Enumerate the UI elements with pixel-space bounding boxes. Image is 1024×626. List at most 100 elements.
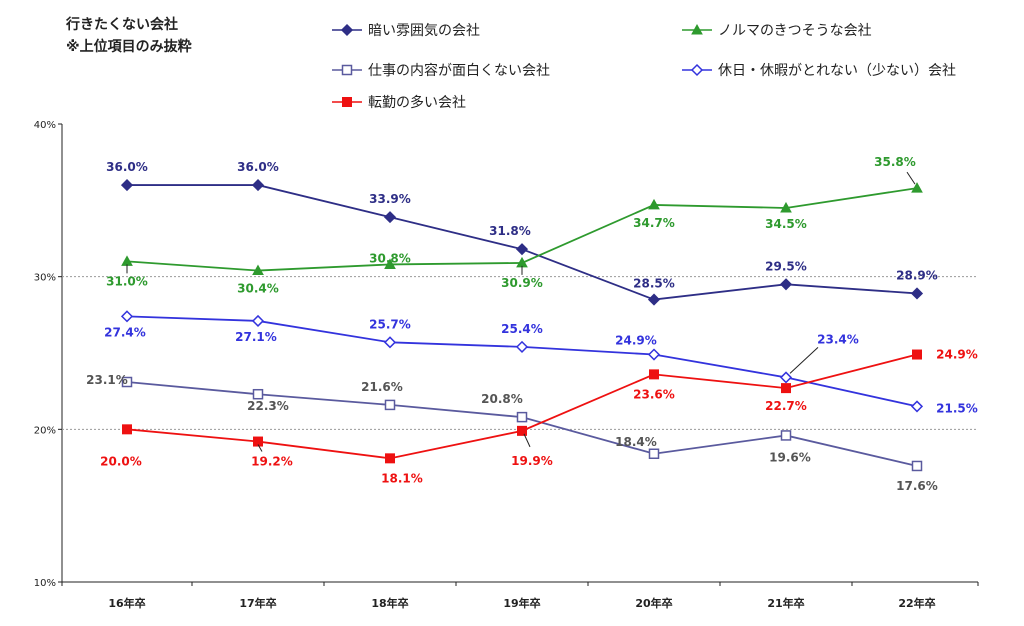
data-label: 33.9% xyxy=(369,192,411,206)
legend-marker-square-filled-icon xyxy=(332,97,362,107)
data-point xyxy=(252,264,264,276)
data-label: 28.5% xyxy=(633,277,675,291)
leader-line xyxy=(257,444,263,452)
data-label: 23.6% xyxy=(633,387,675,401)
data-point xyxy=(384,258,396,269)
data-point xyxy=(251,179,265,192)
data-label: 17.6% xyxy=(896,479,938,493)
leader-line xyxy=(906,171,916,185)
data-label: 27.4% xyxy=(104,325,146,339)
data-label: 24.9% xyxy=(615,334,657,348)
data-point xyxy=(649,369,659,380)
data-point xyxy=(781,383,791,394)
series-3 xyxy=(120,310,924,413)
data-point xyxy=(648,198,660,210)
data-point xyxy=(779,278,793,291)
data-label: 23.1% xyxy=(86,373,128,387)
series-2 xyxy=(121,376,923,472)
data-label: 19.6% xyxy=(769,450,811,464)
legend-marker-diamond-open-icon xyxy=(682,63,712,77)
data-point xyxy=(121,376,133,388)
chart-title: 行きたくない会社 ※上位項目のみ抜粋 xyxy=(66,14,192,58)
data-label: 19.9% xyxy=(511,454,553,468)
x-tick-label: 17年卒 xyxy=(239,596,276,610)
data-point xyxy=(780,201,792,213)
data-point xyxy=(384,399,396,411)
data-label: 31.0% xyxy=(106,274,148,288)
data-label: 30.4% xyxy=(237,282,279,296)
data-label: 18.4% xyxy=(615,435,657,449)
data-label: 18.1% xyxy=(381,471,423,485)
data-label: 25.7% xyxy=(369,317,411,331)
series-0 xyxy=(120,179,924,306)
x-tick-label: 18年卒 xyxy=(371,596,408,610)
legend-item-dark-atmosphere: 暗い雰囲気の会社 xyxy=(330,20,480,40)
data-point xyxy=(779,371,793,384)
data-point xyxy=(253,436,263,447)
data-point xyxy=(780,430,792,441)
data-label: 21.6% xyxy=(361,380,403,394)
legend-marker xyxy=(340,23,354,37)
data-point xyxy=(516,411,528,423)
data-label: 24.9% xyxy=(936,348,978,362)
legend-marker-diamond-filled-icon xyxy=(332,23,362,37)
series-1 xyxy=(121,182,923,276)
legend-marker xyxy=(691,23,703,35)
data-point xyxy=(515,340,529,353)
y-tick-label: 40% xyxy=(34,120,56,131)
data-point xyxy=(647,293,661,306)
data-point xyxy=(251,314,265,328)
legend-marker xyxy=(342,97,352,107)
x-tick-label: 16年卒 xyxy=(108,596,145,610)
legend-label: 暗い雰囲気の会社 xyxy=(368,23,480,39)
data-point xyxy=(911,460,923,472)
x-tick-label: 20年卒 xyxy=(635,596,672,610)
data-point xyxy=(517,425,527,436)
legend-item-no-holidays: 休日・休暇がとれない（少ない）会社 xyxy=(680,60,956,80)
data-label: 23.4% xyxy=(817,332,859,346)
y-tick-label: 20% xyxy=(34,425,56,436)
data-point xyxy=(122,424,132,435)
legend-marker-triangle-filled-icon xyxy=(682,23,712,35)
legend-item-boring-work: 仕事の内容が面白くない会社 xyxy=(330,60,550,80)
data-label: 22.7% xyxy=(765,399,807,413)
data-point xyxy=(120,310,134,323)
x-tick-label: 21年卒 xyxy=(767,596,804,610)
data-label: 28.9% xyxy=(896,268,938,282)
data-point xyxy=(385,453,395,464)
data-label: 20.0% xyxy=(100,454,142,468)
x-tick-label: 22年卒 xyxy=(898,596,935,610)
legend-item-transfers: 転勤の多い会社 xyxy=(330,92,466,112)
data-point xyxy=(647,348,661,361)
data-point xyxy=(120,179,134,192)
y-tick-label: 10% xyxy=(34,578,56,589)
data-label: 25.4% xyxy=(501,322,543,336)
data-label: 27.1% xyxy=(235,330,277,344)
data-point xyxy=(910,400,924,413)
data-point xyxy=(383,336,397,349)
data-point xyxy=(252,388,264,400)
data-label: 20.8% xyxy=(481,392,523,406)
data-label: 34.7% xyxy=(633,216,675,230)
data-label: 22.3% xyxy=(247,399,289,413)
data-label: 35.8% xyxy=(874,155,916,169)
data-label: 34.5% xyxy=(765,217,807,231)
data-label: 19.2% xyxy=(251,455,293,469)
data-label: 29.5% xyxy=(765,259,807,273)
data-point xyxy=(515,243,529,256)
title-line-1: 行きたくない会社 xyxy=(66,17,178,33)
data-label: 36.0% xyxy=(106,160,148,174)
legend-label: 仕事の内容が面白くない会社 xyxy=(368,63,550,79)
legend-marker xyxy=(341,64,353,76)
leader-line xyxy=(523,433,531,448)
legend-item-quota: ノルマのきつそうな会社 xyxy=(680,20,872,40)
legend-marker xyxy=(690,63,704,77)
data-point xyxy=(648,448,660,460)
y-tick-label: 30% xyxy=(34,273,56,284)
leader-line xyxy=(789,347,819,374)
data-point xyxy=(910,287,924,300)
data-label: 36.0% xyxy=(237,160,279,174)
legend-label: ノルマのきつそうな会社 xyxy=(718,23,872,39)
